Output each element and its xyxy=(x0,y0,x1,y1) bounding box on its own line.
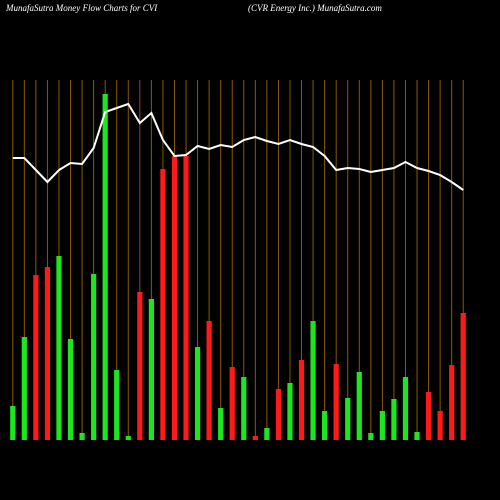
bar xyxy=(322,411,328,440)
bar xyxy=(414,432,420,440)
bar xyxy=(91,274,97,440)
bar xyxy=(368,433,374,440)
bar xyxy=(194,347,201,440)
bar xyxy=(102,94,108,440)
bar xyxy=(21,337,27,440)
bar xyxy=(183,156,189,440)
chart-subtitle: (CVR Energy Inc.) MunafaSutra.com xyxy=(248,3,382,13)
bar xyxy=(218,408,224,440)
bar xyxy=(310,321,316,440)
bar xyxy=(460,313,466,440)
bar xyxy=(379,411,385,440)
bar xyxy=(287,383,293,440)
bar xyxy=(425,392,432,440)
bar xyxy=(275,389,282,440)
bar xyxy=(356,372,362,440)
bar xyxy=(229,367,235,440)
bar xyxy=(252,436,258,440)
bar xyxy=(437,411,443,440)
bar xyxy=(298,360,305,440)
bar xyxy=(148,299,154,440)
bar xyxy=(391,399,397,440)
bar xyxy=(137,292,143,440)
bar xyxy=(44,267,51,440)
bar xyxy=(10,406,16,440)
bar xyxy=(125,436,131,440)
bar xyxy=(67,339,74,440)
bar xyxy=(206,321,212,440)
bar xyxy=(160,169,166,440)
bar xyxy=(114,370,120,440)
line xyxy=(12,102,464,191)
bar xyxy=(56,256,62,440)
bar xyxy=(345,398,351,440)
bar xyxy=(171,156,178,440)
bar xyxy=(79,433,85,440)
bar xyxy=(33,275,39,440)
bar xyxy=(402,377,409,440)
bar xyxy=(333,364,339,440)
chart-title: MunafaSutra Money Flow Charts for CVI xyxy=(5,3,158,13)
bar xyxy=(264,428,270,440)
bar xyxy=(241,377,247,440)
bar xyxy=(449,365,455,440)
